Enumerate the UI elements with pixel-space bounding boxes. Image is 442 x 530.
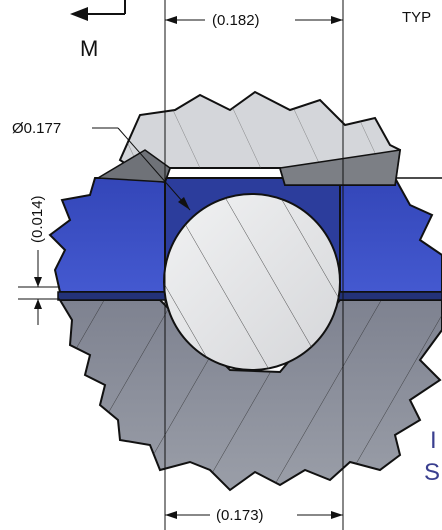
ball [163,193,341,371]
typ-label: TYP [402,9,431,26]
cut-letter-1: I [430,427,437,454]
top-width-dimension: (0.182) [212,12,260,29]
depth-dimension: (0.014) [29,195,46,243]
view-arrow [70,0,126,21]
diameter-dimension: Ø0.177 [12,120,61,137]
bottom-part [58,299,442,492]
bottom-width-dimension: (0.173) [216,507,264,524]
top-part [95,90,402,186]
cut-letter-2: S [424,459,440,486]
view-letter: M [80,36,98,61]
dimension-arrows [34,16,343,519]
